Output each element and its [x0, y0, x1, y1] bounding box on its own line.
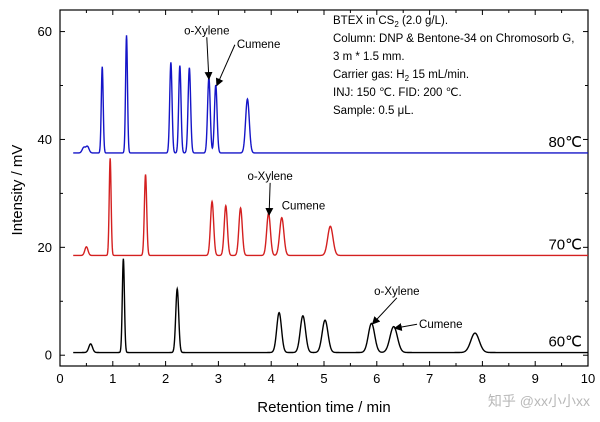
- x-tick-label: 5: [320, 371, 327, 386]
- info-line-5: Sample: 0.5 μL.: [333, 105, 414, 117]
- series-line-2: [73, 258, 588, 354]
- plot-border: [59, 9, 589, 367]
- series-label-2: 60℃: [548, 334, 582, 351]
- x-tick-label: 7: [426, 371, 433, 386]
- info-line-2: 3 m * 1.5 mm.: [333, 51, 405, 63]
- x-tick-label: 0: [56, 371, 63, 386]
- series-label-1: 70℃: [548, 236, 582, 253]
- axis-ticks: 0 1 2 3 4 5 6 7 8 9 10 0 20 40 60: [38, 10, 595, 386]
- series-line-0: [73, 35, 588, 154]
- x-axis-title: Retention time / min: [257, 399, 390, 416]
- annotation-arrow-0: [204, 37, 213, 81]
- annotation-label-1: Cumene: [237, 39, 280, 51]
- y-axis-title: Intensity / mV: [9, 145, 26, 236]
- series-label-0: 80℃: [548, 134, 582, 151]
- series-layer: [73, 35, 588, 354]
- x-tick-label: 10: [581, 371, 595, 386]
- x-tick-label: 3: [215, 371, 222, 386]
- series-line-1: [73, 158, 588, 257]
- y-tick-label: 20: [38, 240, 52, 255]
- y-tick-label: 40: [38, 132, 52, 147]
- info-line-3: Carrier gas: H2 15 mL/min.: [333, 69, 469, 83]
- annotation-arrow-5: [393, 323, 418, 331]
- peak-annotations: o-Xylene Cumene o-Xylene Cumene o-Xylene Cume…: [184, 25, 462, 331]
- annotation-arrow-2: [265, 182, 274, 216]
- info-line-1: Column: DNP & Bentone-34 on Chromosorb G…: [333, 33, 574, 45]
- x-tick-label: 8: [479, 371, 486, 386]
- plot-frame: [59, 9, 589, 367]
- annotation-label-4: o-Xylene: [374, 286, 419, 298]
- y-tick-label: 0: [45, 348, 52, 363]
- conditions-textbox: BTEX in CS2 (2.0 g/L). Column: DNP & Bent…: [333, 15, 574, 117]
- y-tick-label: 60: [38, 24, 52, 39]
- annotation-arrow-4: [371, 297, 398, 325]
- annotation-label-3: Cumene: [282, 201, 325, 213]
- x-tick-label: 9: [532, 371, 539, 386]
- x-tick-label: 6: [373, 371, 380, 386]
- annotation-label-5: Cumene: [419, 319, 462, 331]
- annotation-arrow-1: [215, 44, 236, 87]
- x-tick-label: 4: [268, 371, 275, 386]
- series-labels: 80℃ 70℃ 60℃: [548, 134, 582, 351]
- annotation-label-2: o-Xylene: [247, 171, 292, 183]
- x-tick-label: 1: [109, 371, 116, 386]
- watermark-text: 知乎 @xx小小xx: [488, 393, 590, 409]
- info-line-0: BTEX in CS2 (2.0 g/L).: [333, 15, 448, 29]
- annotation-label-0: o-Xylene: [184, 25, 229, 37]
- info-line-4: INJ: 150 ℃. FID: 200 ℃.: [333, 87, 462, 99]
- x-tick-label: 2: [162, 371, 169, 386]
